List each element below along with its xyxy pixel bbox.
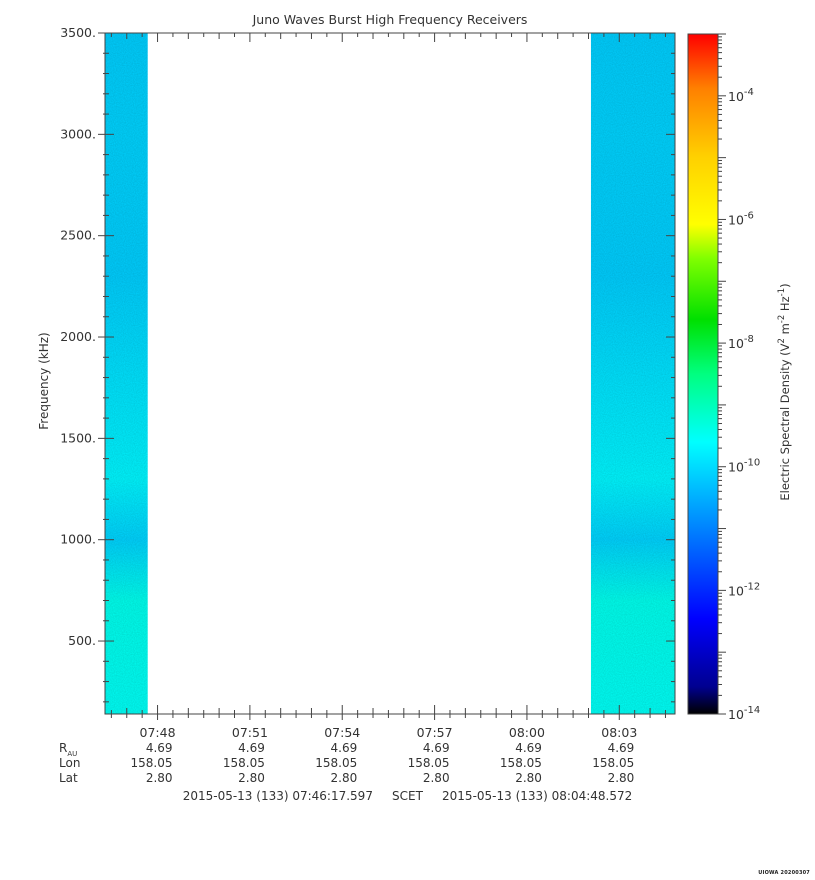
ephemeris-value: 2.80 <box>145 771 173 785</box>
y-tick-label: 500. <box>68 633 96 648</box>
y-tick-label: 3500. <box>60 25 96 40</box>
ephemeris-label-sub: AU <box>67 750 78 758</box>
colorbar-tick-label: 10-12 <box>728 581 760 598</box>
start-time: 2015-05-13 (133) 07:46:17.597 <box>182 789 373 803</box>
y-axis-label: Frequency (kHz) <box>37 332 51 429</box>
ephemeris-value: 2.80 <box>515 771 542 785</box>
colorbar-tick-label: 10-14 <box>728 705 760 722</box>
colorbar-tick-label: 10-4 <box>728 87 754 104</box>
colorbar-gradient <box>688 34 718 714</box>
plot-frame <box>104 32 676 715</box>
ephemeris-value: 4.69 <box>145 741 173 755</box>
y-tick-label: 1000. <box>60 532 96 547</box>
y-tick-label: 2000. <box>60 329 96 344</box>
x-tick-label: 07:51 <box>232 725 268 740</box>
ephemeris-value: 4.69 <box>422 741 450 755</box>
ephemeris-value: 2.80 <box>238 771 265 785</box>
y-axis: 500. 1000. 1500. 2000. 2500. 3000. 3500. <box>60 25 675 703</box>
ephemeris-value: 2.80 <box>422 771 450 785</box>
y-tick-label: 2500. <box>60 228 96 243</box>
ephemeris-value: 2.80 <box>330 771 358 785</box>
colorbar-label: Electric Spectral Density (V2 m-2 Hz-1) <box>777 283 792 500</box>
ephemeris-value: 4.69 <box>607 741 635 755</box>
colorbar: 10-4 10-6 10-8 10-10 10-12 10-14 <box>687 33 760 722</box>
x-axis: 07:48 07:51 07:54 07:57 08:00 08:03 <box>110 33 666 740</box>
ephemeris-value: 158.05 <box>315 756 358 770</box>
x-tick-label: 07:48 <box>140 725 176 740</box>
ephemeris-label: Lat <box>59 771 78 785</box>
ephemeris-label: RAU <box>59 741 78 758</box>
colorbar-frame <box>687 33 719 715</box>
ephemeris-label: Lon <box>59 756 81 770</box>
ephemeris-value: 158.05 <box>499 756 542 770</box>
version-stamp: UIOWA 20200307 <box>758 870 810 876</box>
plot-background <box>105 33 675 714</box>
y-tick-label: 1500. <box>60 430 96 445</box>
end-time: 2015-05-13 (133) 08:04:48.572 <box>442 789 633 803</box>
x-tick-label: 08:00 <box>509 725 545 740</box>
ephemeris-value: 158.05 <box>592 756 635 770</box>
ephemeris-value: 4.69 <box>238 741 265 755</box>
x-tick-label: 08:03 <box>601 725 637 740</box>
ephemeris-value: 2.80 <box>607 771 635 785</box>
ephemeris-value: 158.05 <box>130 756 173 770</box>
colorbar-tick-label: 10-10 <box>728 458 760 475</box>
ephemeris-value: 158.05 <box>407 756 450 770</box>
colorbar-tick-label: 10-6 <box>728 210 754 227</box>
time-range-footer: 2015-05-13 (133) 07:46:17.597 SCET 2015-… <box>0 789 815 803</box>
x-tick-label: 07:57 <box>417 725 453 740</box>
y-tick-label: 3000. <box>60 126 96 141</box>
ephemeris-value: 158.05 <box>222 756 265 770</box>
data-band-1 <box>105 33 148 714</box>
data-band-2 <box>590 33 675 714</box>
x-tick-label: 07:54 <box>324 725 360 740</box>
chart-title: Juno Waves Burst High Frequency Receiver… <box>252 12 528 27</box>
ephemeris-value: 4.69 <box>330 741 358 755</box>
plot-area <box>104 32 676 715</box>
ephemeris-value: 4.69 <box>515 741 542 755</box>
colorbar-tick-label: 10-8 <box>728 334 754 351</box>
scet-label: SCET <box>392 789 423 803</box>
